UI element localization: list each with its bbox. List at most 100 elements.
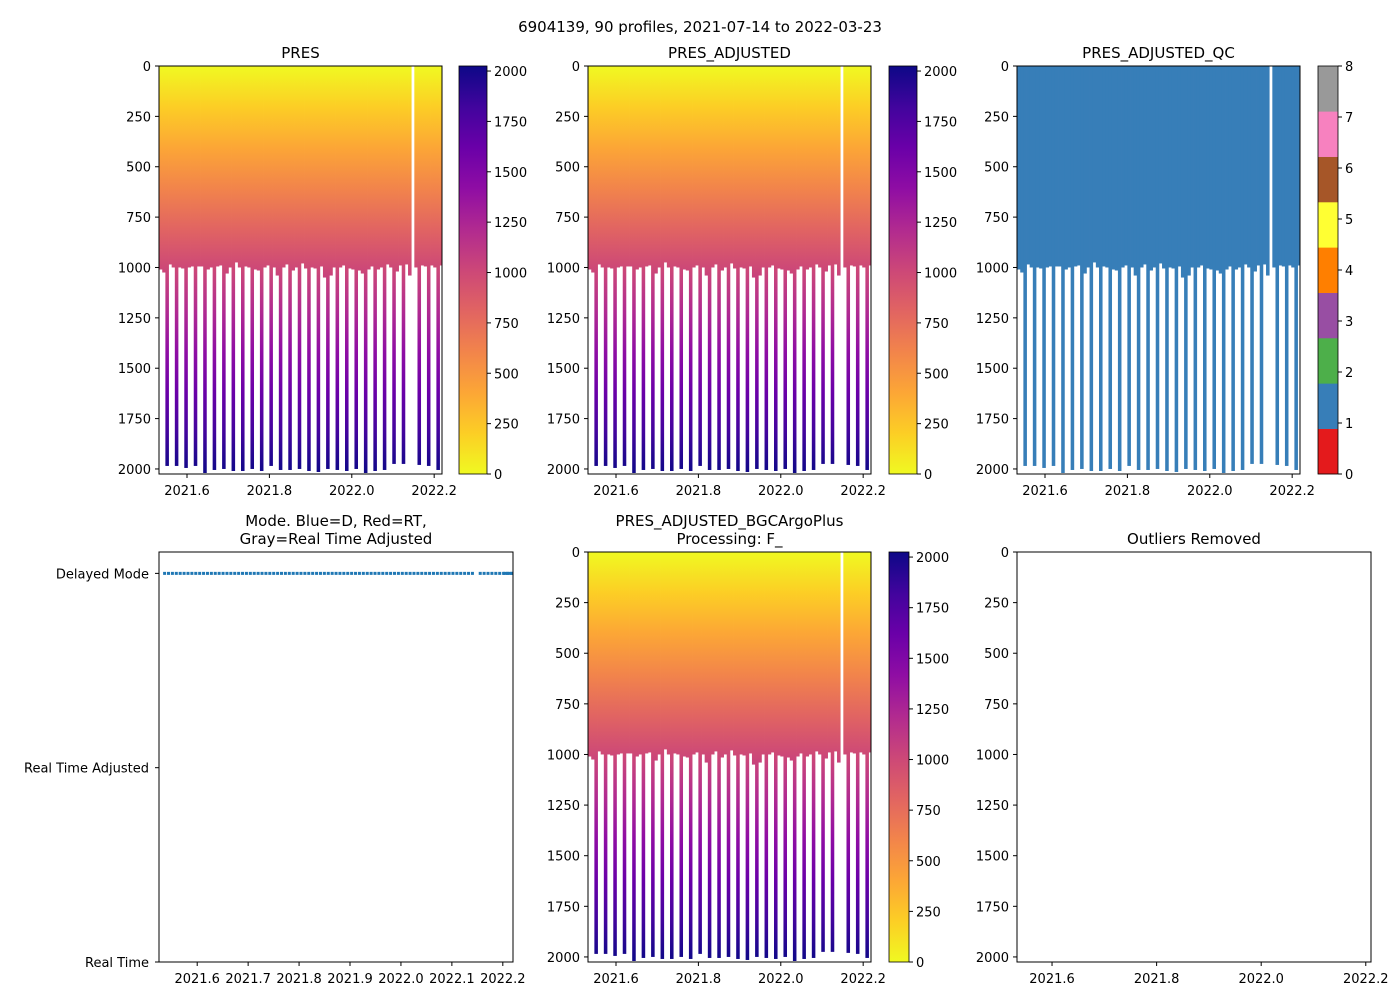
profile-bar bbox=[1294, 66, 1298, 470]
profile-bar bbox=[1086, 66, 1090, 268]
x-tick-label: 2022.2 bbox=[480, 972, 526, 987]
profile-bar bbox=[1061, 66, 1065, 473]
profile-bar bbox=[307, 66, 311, 471]
profile-bar bbox=[660, 66, 665, 471]
profile-bar bbox=[335, 66, 340, 470]
y-tick-label: 500 bbox=[984, 647, 1009, 662]
profile-bar bbox=[824, 552, 828, 759]
profile-bar bbox=[619, 66, 624, 267]
mode-point bbox=[494, 571, 498, 575]
profile-bar bbox=[1029, 66, 1034, 268]
profile-bar bbox=[755, 552, 759, 957]
mode-point bbox=[439, 571, 443, 575]
mode-point bbox=[307, 571, 311, 575]
mode-point bbox=[369, 571, 373, 575]
y-tick-label: 750 bbox=[555, 698, 580, 713]
panel-outliers: Outliers Removed 0 250 500 750 1000 1250 1500 17… bbox=[976, 530, 1389, 987]
mode-point bbox=[229, 571, 233, 575]
profile-bar bbox=[1266, 66, 1270, 276]
mode-point bbox=[315, 571, 319, 575]
profile-bar bbox=[701, 552, 706, 755]
mode-point bbox=[264, 571, 268, 575]
profile-bar bbox=[673, 66, 677, 267]
mode-point bbox=[447, 571, 451, 575]
profile-bar bbox=[1058, 66, 1062, 267]
profile-bar bbox=[647, 552, 652, 753]
colorbar-tick-label: 3 bbox=[1345, 315, 1353, 330]
profile-bar bbox=[849, 552, 854, 753]
profile-bar bbox=[792, 552, 797, 961]
profile-bar bbox=[663, 66, 668, 263]
mode-point bbox=[272, 571, 276, 575]
profile-bar bbox=[603, 66, 608, 466]
y-tick-label: 250 bbox=[555, 110, 580, 125]
mode-point bbox=[291, 571, 295, 575]
figure-suptitle: 6904139, 90 profiles, 2021-07-14 to 2022… bbox=[518, 18, 882, 36]
mode-point bbox=[431, 571, 435, 575]
profile-bar bbox=[1048, 66, 1053, 267]
y-tick-label: 1750 bbox=[547, 900, 580, 915]
profile-bar bbox=[326, 66, 330, 469]
profile-bar bbox=[1073, 66, 1078, 267]
x-tick-label: 2021.8 bbox=[1105, 484, 1151, 499]
profile-bar bbox=[1149, 66, 1153, 271]
profile-bar bbox=[855, 552, 860, 954]
profile-bar bbox=[1017, 66, 1021, 270]
x-tick-label: 2022.2 bbox=[1343, 972, 1389, 987]
profile-bar bbox=[1152, 66, 1157, 268]
colorbar-swatch bbox=[1318, 156, 1338, 203]
profile-bar bbox=[281, 66, 286, 268]
mode-point bbox=[225, 571, 229, 575]
y-tick-label: 750 bbox=[984, 698, 1009, 713]
colorbar-tick-label: 2000 bbox=[924, 65, 957, 80]
x-tick-label: 2021.6 bbox=[174, 972, 220, 987]
y-tick-label: 2000 bbox=[976, 951, 1009, 966]
profile-bar bbox=[177, 66, 182, 268]
mode-point bbox=[237, 571, 241, 575]
y-tick-label: 250 bbox=[126, 110, 151, 125]
profile-bar bbox=[594, 66, 598, 466]
mode-point bbox=[361, 571, 365, 575]
mode-point bbox=[404, 571, 408, 575]
profile-bar bbox=[670, 552, 674, 959]
profile-bar bbox=[1288, 66, 1292, 266]
profile-bar bbox=[830, 552, 835, 952]
x-tick-label: 2021.8 bbox=[676, 484, 722, 499]
y-tick-label: 250 bbox=[555, 597, 580, 612]
profile-bar bbox=[193, 66, 198, 466]
profile-bar bbox=[802, 552, 806, 959]
colorbar-tick-label: 0 bbox=[494, 468, 502, 483]
mode-point bbox=[287, 571, 291, 575]
profile-bar bbox=[1259, 66, 1264, 464]
profile-bar bbox=[1089, 66, 1094, 471]
profile-bar bbox=[692, 66, 696, 268]
y-tick-label: Real Time bbox=[85, 956, 149, 971]
y-tick-label: 750 bbox=[555, 211, 580, 226]
mode-point bbox=[276, 571, 280, 575]
profile-bar bbox=[354, 66, 359, 469]
profile-bar bbox=[300, 66, 305, 264]
profile-bar bbox=[698, 552, 702, 954]
profile-bar bbox=[603, 552, 608, 954]
profile-bar bbox=[159, 66, 163, 270]
x-tick-label: 2022.2 bbox=[840, 972, 886, 987]
profile-bar bbox=[231, 66, 236, 471]
profile-bar bbox=[594, 552, 598, 954]
profile-bar bbox=[234, 66, 239, 263]
profile-bar bbox=[786, 552, 791, 758]
profile-bar bbox=[1121, 66, 1125, 268]
y-tick-label: 0 bbox=[143, 60, 151, 75]
profile-bar bbox=[600, 66, 605, 268]
profile-bar bbox=[247, 66, 251, 268]
mode-point bbox=[170, 571, 174, 575]
mode-point bbox=[244, 571, 248, 575]
profile-bar bbox=[1143, 66, 1147, 265]
colorbar-tick-label: 750 bbox=[494, 317, 519, 332]
profile-bar bbox=[209, 66, 214, 268]
y-tick-label: 0 bbox=[1001, 60, 1009, 75]
colorbar-tick-label: 1500 bbox=[494, 166, 527, 181]
profile-bar bbox=[654, 552, 658, 761]
profile-bar bbox=[591, 552, 595, 760]
profile-bar bbox=[742, 552, 747, 756]
profile-bar bbox=[619, 552, 624, 754]
